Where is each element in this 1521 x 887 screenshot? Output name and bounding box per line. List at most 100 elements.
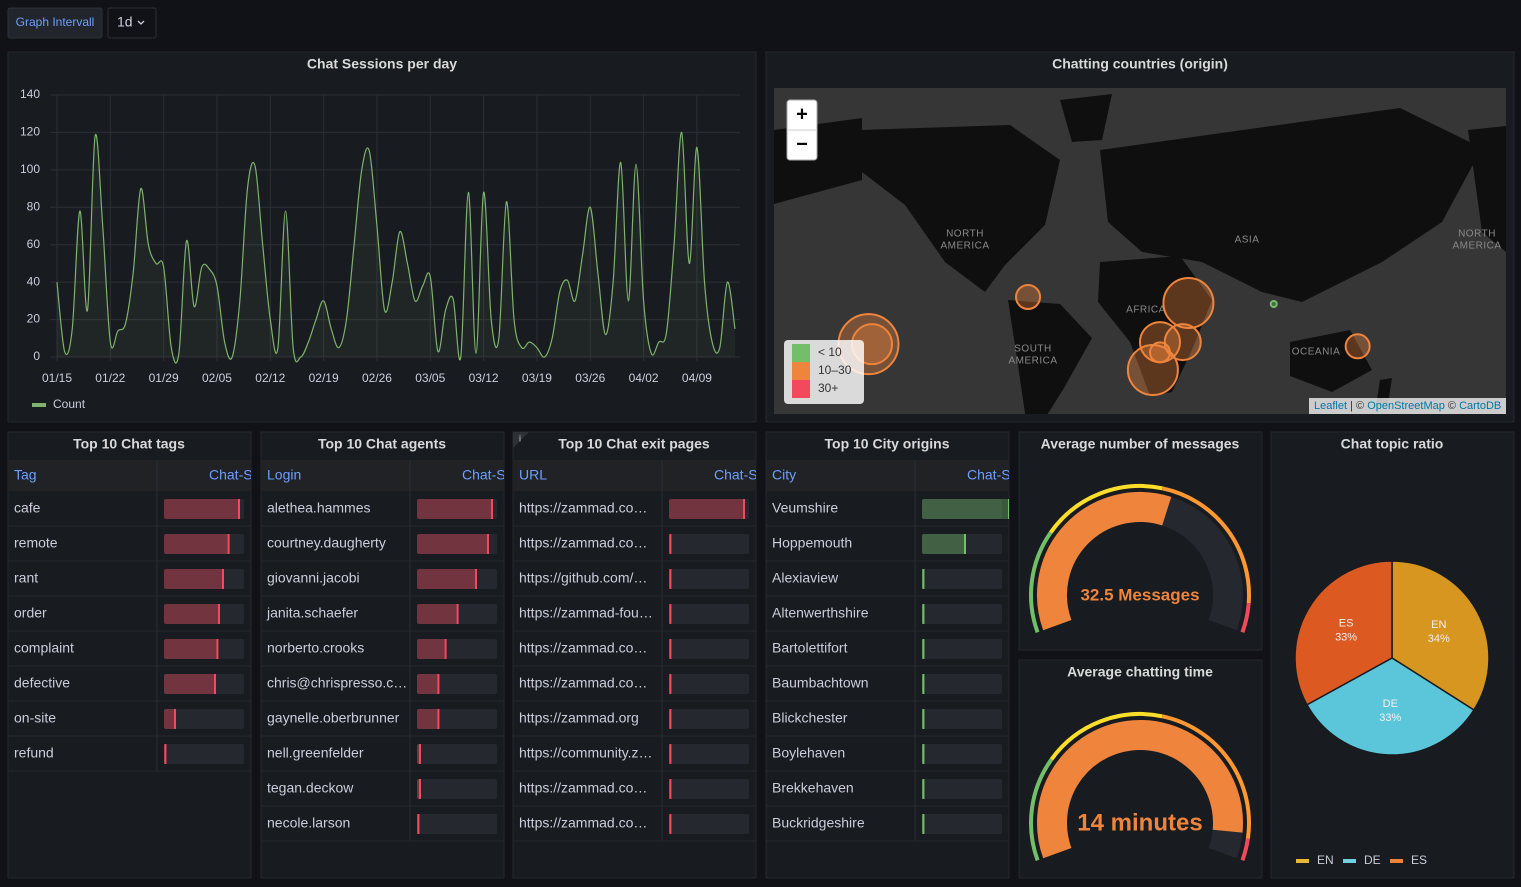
bar-gauge (164, 709, 176, 729)
attribution-link[interactable]: CartoDB (1459, 400, 1501, 412)
table-cell: janita.schaefer (266, 605, 358, 621)
legend-swatch (792, 362, 810, 380)
country-marker (1162, 276, 1215, 329)
table-cell: cafe (14, 500, 41, 516)
region-label: NORTH (1458, 229, 1496, 240)
bar-track (417, 779, 497, 799)
table-cell: Baumbachtown (772, 675, 869, 691)
bar-gauge-tip (475, 569, 477, 589)
y-tick-label: 40 (27, 274, 41, 288)
attribution-link[interactable]: OpenStreetMap (1367, 400, 1445, 412)
attribution-text: | © (1350, 400, 1364, 412)
bar-track (164, 499, 244, 519)
table-cell: giovanni.jacobi (267, 570, 360, 586)
bar-track (922, 814, 1002, 834)
map[interactable]: + − Leaflet | © OpenStreetMap © CartoDB … (774, 88, 1506, 420)
table-cell: Boylehaven (772, 745, 845, 761)
bar-gauge (417, 709, 440, 729)
attribution-box (1309, 398, 1506, 414)
bar-gauge-tip (669, 674, 672, 694)
gauge-threshold (1049, 484, 1163, 534)
panel-title: Top 10 Chat tags (73, 436, 185, 452)
gauge-threshold (1161, 714, 1251, 839)
bar-gauge-tip (227, 534, 230, 554)
slice-value: 34% (1428, 633, 1450, 645)
table: City Chat-S Veumshire Hoppemouth Alexiaview A… (766, 460, 1011, 842)
bar-track (164, 709, 244, 729)
x-tick-label: 02/05 (202, 371, 232, 385)
table-cell: https://zammad.co… (519, 780, 647, 796)
bar-track (922, 604, 1002, 624)
column-header: Chat-S (967, 467, 1011, 483)
bar-track (164, 744, 244, 764)
region-label: AMERICA (1452, 241, 1501, 252)
bar-gauge-tip (669, 709, 672, 729)
x-tick-label: 02/12 (255, 371, 285, 385)
zoom-out[interactable]: − (796, 133, 808, 155)
table-cell: defective (14, 675, 70, 691)
bar-gauge-tip (922, 674, 925, 694)
interval-dropdown[interactable] (107, 7, 157, 39)
gauge-threshold (1049, 712, 1163, 761)
region-label: NORTH (946, 229, 984, 240)
bar-gauge-tip (437, 709, 440, 729)
table-cell: https://community.z… (519, 745, 653, 761)
bar-track (164, 604, 244, 624)
legend-label: 10–30 (818, 363, 852, 377)
bar-track (417, 814, 497, 834)
bar-gauge-tip (922, 814, 925, 834)
bar-gauge (922, 499, 1009, 519)
table-cell: tegan.deckow (267, 780, 354, 796)
bar-track (922, 569, 1002, 589)
legend-swatch (792, 344, 810, 362)
column-header: Tag (14, 467, 37, 483)
bar-track (669, 814, 749, 834)
x-tick-label: 02/19 (309, 371, 339, 385)
bar-gauge-tip (669, 569, 672, 589)
bar-gauge (417, 604, 459, 624)
x-tick-label: 03/26 (575, 371, 605, 385)
y-tick-label: 120 (20, 125, 40, 139)
table-cell: https://github.com/… (519, 570, 647, 586)
bar-gauge (164, 499, 240, 519)
interval-label-box (7, 7, 103, 39)
y-tick-label: 80 (27, 199, 41, 213)
bar-gauge (417, 639, 447, 659)
table: Tag Chat-S cafe remote rant order complaint def… (8, 460, 251, 772)
bar-track (417, 639, 497, 659)
bar-track (669, 674, 749, 694)
bar-track (669, 569, 749, 589)
bar-gauge-tip (437, 674, 440, 694)
y-tick-label: 60 (27, 237, 41, 251)
bar-track (164, 534, 244, 554)
table-cell: https://zammad-fou… (519, 605, 653, 621)
column-header: City (772, 467, 796, 483)
bar-gauge-tip (1008, 499, 1009, 519)
interval-value[interactable]: 1d (117, 14, 133, 30)
legend-label: EN (1317, 853, 1334, 867)
info-corner[interactable] (513, 432, 529, 448)
attribution-link[interactable]: Leaflet (1314, 400, 1347, 412)
bar-track (417, 744, 497, 764)
gauge-threshold (1161, 486, 1252, 604)
table-header (261, 460, 504, 491)
zoom-in[interactable]: + (796, 103, 808, 125)
table-header (766, 460, 1009, 491)
bar-track (417, 499, 497, 519)
country-marker (1126, 343, 1179, 396)
table-cell: norberto.crooks (267, 640, 364, 656)
table-cell: https://zammad.co… (519, 500, 647, 516)
info-icon[interactable]: i (519, 433, 521, 443)
region-label: ASIA (1235, 235, 1260, 246)
bar-gauge-tip (417, 814, 420, 834)
dropdown-chevron (137, 20, 145, 25)
table-header (513, 460, 756, 491)
column-header: Chat-S (462, 467, 506, 483)
table-cell: Hoppemouth (772, 535, 852, 551)
bar-gauge (417, 569, 477, 589)
column-header: Login (267, 467, 301, 483)
column-header: Chat-S (714, 467, 758, 483)
gauge-threshold (1029, 758, 1054, 861)
bar-gauge-tip (669, 604, 672, 624)
